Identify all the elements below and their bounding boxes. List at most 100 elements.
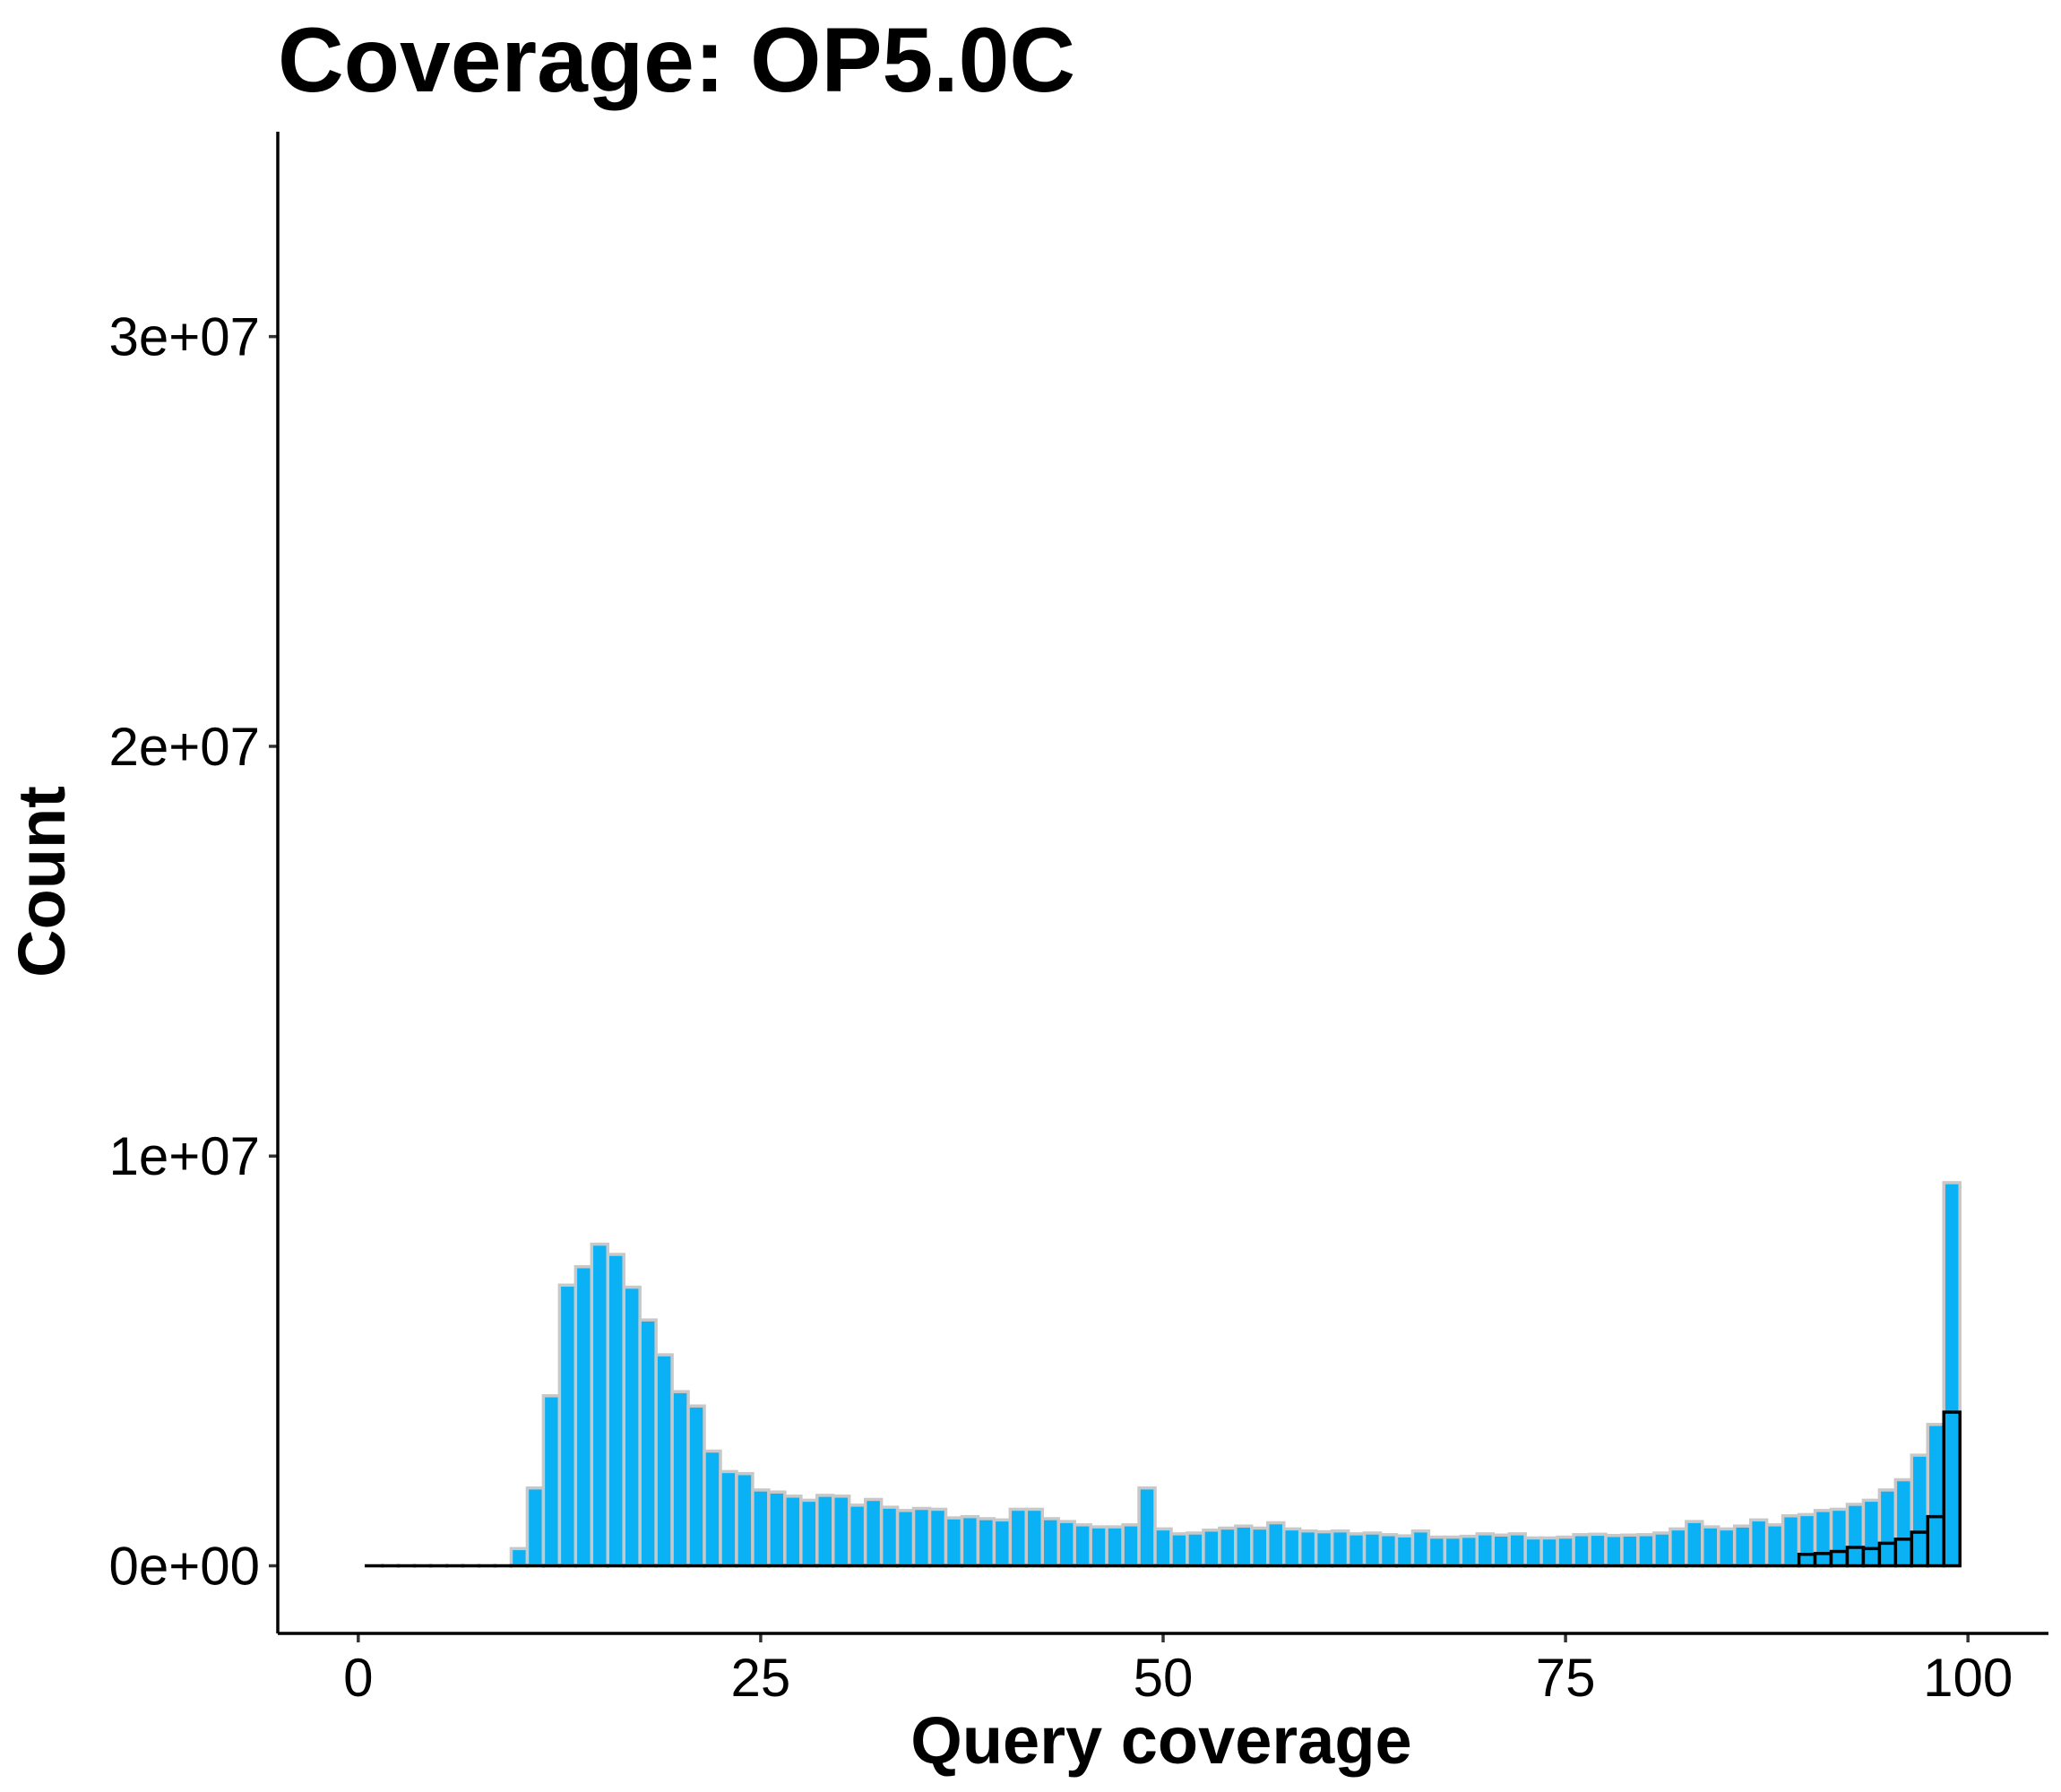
bar-s0-50 [1169,1532,1189,1568]
bar-s0-36 [944,1516,964,1568]
bar-s0-64 [1394,1534,1415,1568]
y-tick-label-3: 3e+07 [108,307,260,367]
bar-s0-17 [638,1318,658,1568]
bar-s0-79 [1636,1533,1656,1568]
bar-s0-67 [1443,1535,1463,1568]
bar-s0-75 [1572,1533,1591,1568]
bar-s0-70 [1491,1533,1511,1568]
bar-s0-69 [1475,1532,1496,1568]
bar-s0-20 [686,1404,706,1568]
bar-s0-26 [783,1495,803,1568]
bar-s1-93 [1861,1546,1882,1568]
bar-s0-33 [895,1509,916,1568]
bar-s0-23 [735,1471,755,1568]
bar-s0-37 [960,1514,980,1568]
x-tick-label-4: 100 [1923,1648,2013,1708]
bar-s0-29 [831,1495,851,1568]
bar-s0-47 [1121,1523,1141,1568]
bar-s0-15 [606,1253,625,1568]
chart-title: Coverage: OP5.0C [278,9,1075,111]
bar-s0-66 [1427,1535,1447,1568]
y-tick-label-0: 0e+00 [108,1537,260,1597]
x-tick-label-2: 50 [1134,1648,1194,1708]
bar-s0-38 [976,1517,996,1568]
bar-s0-73 [1539,1536,1559,1568]
bar-s0-54 [1234,1524,1254,1568]
bar-s0-32 [879,1505,900,1568]
x-axis-title: Query coverage [910,1703,1411,1778]
bar-s0-62 [1362,1531,1383,1568]
bar-s0-28 [815,1494,835,1568]
bar-s0-76 [1588,1532,1608,1568]
y-tick-label-1: 1e+07 [108,1126,260,1186]
y-axis-ticks: 0e+00 1e+07 2e+07 3e+07 [108,307,278,1597]
bar-s0-42 [1040,1517,1060,1568]
bar-s1-90 [1813,1552,1833,1568]
bar-s0-84 [1716,1527,1737,1568]
bar-s0-9 [509,1546,530,1568]
bar-s1-91 [1829,1549,1850,1568]
bar-s1-98 [1942,1410,1962,1568]
bar-s0-31 [863,1497,884,1568]
bar-s1-95 [1893,1538,1914,1568]
bar-s1-92 [1845,1546,1866,1568]
bar-s0-72 [1523,1536,1543,1568]
bar-s0-81 [1669,1527,1688,1568]
bar-s0-48 [1137,1486,1157,1568]
bar-s0-41 [1024,1507,1045,1568]
bar-s0-52 [1202,1529,1221,1568]
x-tick-label-0: 0 [343,1648,373,1708]
bar-s0-51 [1186,1531,1205,1568]
bar-s0-78 [1620,1533,1640,1568]
bars-series-1 [365,1410,1962,1568]
bar-s0-45 [1089,1525,1108,1568]
bar-s0-27 [799,1498,819,1568]
x-tick-label-3: 75 [1536,1648,1596,1708]
bar-s0-43 [1056,1520,1076,1568]
bar-s0-82 [1685,1520,1704,1568]
bar-s0-49 [1153,1527,1173,1568]
bar-s0-53 [1218,1526,1237,1568]
y-axis-title: Count [4,786,79,978]
bar-s0-85 [1732,1524,1753,1568]
bar-s0-25 [767,1490,787,1568]
bar-s0-58 [1298,1529,1318,1568]
bar-s1-94 [1877,1541,1898,1568]
bar-s0-55 [1250,1526,1270,1568]
bar-s0-88 [1781,1514,1801,1568]
bar-s0-74 [1556,1535,1575,1568]
bars-series-0 [365,1181,1962,1568]
bar-s0-34 [911,1506,932,1568]
bar-s0-87 [1764,1523,1785,1568]
bar-s0-21 [703,1449,722,1568]
bar-s0-12 [557,1283,578,1568]
x-axis-ticks: 0 25 50 75 100 [343,1633,2013,1708]
bar-s0-30 [847,1503,867,1568]
bar-s0-16 [622,1285,642,1568]
bar-s0-71 [1507,1532,1527,1568]
bar-s0-35 [927,1507,948,1568]
bar-s0-57 [1281,1527,1302,1568]
bar-s0-80 [1652,1531,1672,1568]
bar-s0-40 [1008,1507,1029,1568]
bar-s0-77 [1604,1533,1624,1568]
bar-s0-59 [1314,1529,1334,1568]
x-tick-label-1: 25 [731,1648,791,1708]
bar-s0-63 [1378,1533,1399,1568]
bar-s0-44 [1073,1523,1092,1568]
y-tick-label-2: 2e+07 [108,717,260,777]
bar-s0-22 [719,1469,738,1568]
bar-s0-60 [1330,1529,1350,1568]
bar-s0-39 [992,1518,1013,1568]
bar-s0-61 [1346,1532,1367,1568]
bar-s0-65 [1410,1529,1431,1568]
bar-s1-96 [1910,1530,1930,1568]
bar-s0-14 [590,1242,610,1568]
bar-s0-86 [1748,1518,1769,1568]
bar-s1-89 [1797,1552,1817,1568]
bar-s0-24 [751,1488,771,1568]
bar-s0-46 [1105,1525,1125,1568]
bar-s0-83 [1701,1525,1720,1568]
bar-s0-10 [525,1486,546,1568]
